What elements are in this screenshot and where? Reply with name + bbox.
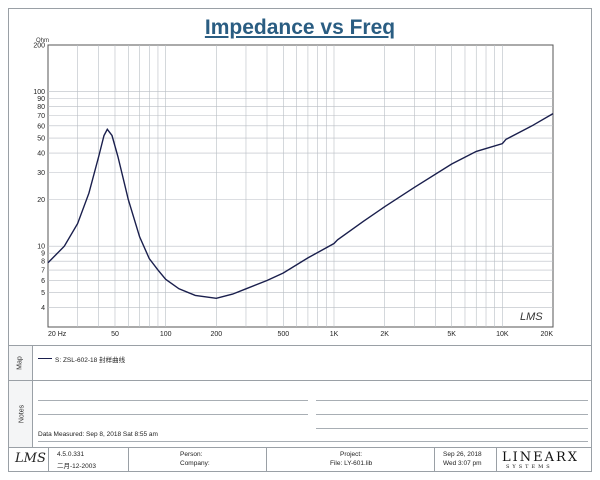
y-tick-label: 80: [37, 104, 45, 111]
project-label: Project:: [340, 451, 363, 458]
footer-project-cell: Project: File: LY-601.lib: [267, 448, 435, 471]
version: 4.5.0.331: [57, 451, 85, 458]
x-tick-label: 5K: [447, 331, 456, 338]
brand-sub: SYSTEMS: [506, 464, 553, 470]
impedance-series-line: [47, 112, 554, 300]
map-side-tab: Map: [9, 346, 33, 380]
x-tick-label: 20 Hz: [48, 331, 67, 338]
note-line: [316, 428, 588, 429]
note-line: [38, 414, 308, 415]
window-frame: [8, 8, 592, 472]
y-tick-label: 9: [41, 251, 45, 258]
notes-label: Notes: [18, 404, 26, 424]
notes-side-tab: Notes: [9, 381, 33, 447]
legend-entry: S: ZSL-602-18 封样曲线: [55, 357, 126, 364]
linearx-logo: LINEARX SYSTEMS: [502, 450, 580, 470]
y-axis-unit: Ohm: [36, 38, 49, 44]
note-line: [38, 441, 588, 442]
y-tick-label: 70: [37, 113, 45, 120]
divider: [9, 345, 591, 346]
y-tick-label: 90: [37, 96, 45, 103]
x-tick-label: 10K: [496, 331, 509, 338]
x-tick-labels: 20 Hz 50 100 200 500 1K 2K 5K 10K 20K: [48, 331, 553, 338]
x-tick-label: 20K: [541, 331, 554, 338]
divider: [9, 447, 591, 448]
note-line: [38, 400, 308, 401]
note-line: [316, 414, 588, 415]
x-tick-label: 500: [277, 331, 289, 338]
y-tick-label: 200: [33, 43, 45, 50]
lms-watermark: LMS: [520, 311, 543, 323]
chart-title: Impedance vs Freq: [204, 16, 396, 39]
x-tick-label: 100: [160, 331, 172, 338]
legend-swatch: [38, 358, 52, 359]
y-tick-label: 60: [37, 123, 45, 130]
y-tick-label: 40: [37, 151, 45, 158]
date-measured: Data Measured: Sep 8, 2018 Sat 8:55 am: [38, 431, 158, 438]
footer-logo-cell: LMS: [9, 448, 49, 471]
person-label: Person:: [180, 451, 203, 458]
lms-logo: LMS: [15, 451, 46, 466]
version-date: 二月-12-2003: [57, 463, 97, 470]
x-tick-label: 1K: [330, 331, 339, 338]
y-tick-label: 5: [41, 290, 45, 297]
footer-version-cell: 4.5.0.331 二月-12-2003: [49, 448, 129, 471]
y-tick-label: 100: [33, 89, 45, 96]
y-tick-label: 50: [37, 136, 45, 143]
y-tick-label: 20: [37, 197, 45, 204]
print-time: Wed 3:07 pm: [443, 460, 482, 467]
x-tick-label: 2K: [380, 331, 389, 338]
y-tick-label: 10: [37, 244, 45, 251]
company-label: Company:: [180, 460, 210, 467]
footer-person-cell: Person: Company:: [129, 448, 267, 471]
y-tick-label: 30: [37, 170, 45, 177]
print-date: Sep 26, 2018: [443, 451, 482, 458]
brand-name: LINEARX: [502, 450, 580, 465]
note-line: [316, 400, 588, 401]
y-tick-label: 7: [41, 268, 45, 275]
y-tick-label: 4: [41, 305, 45, 312]
map-label: Map: [16, 356, 24, 370]
footer-date-cell: Sep 26, 2018 Wed 3:07 pm: [435, 448, 497, 471]
plot-area: [47, 44, 554, 328]
file-name: File: LY-601.lib: [330, 460, 373, 467]
x-tick-label: 50: [111, 331, 119, 338]
y-tick-label: 8: [41, 259, 45, 266]
divider: [9, 380, 591, 381]
y-tick-label: 6: [41, 278, 45, 285]
x-tick-label: 200: [210, 331, 222, 338]
